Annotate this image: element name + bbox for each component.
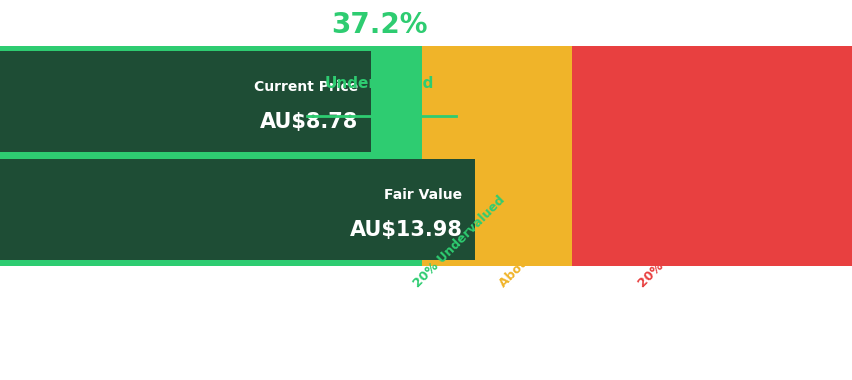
Text: Undervalued: Undervalued: [325, 76, 434, 91]
Text: 20% Overvalued: 20% Overvalued: [635, 200, 725, 290]
Text: 20% Undervalued: 20% Undervalued: [411, 194, 507, 290]
Text: About Right: About Right: [497, 222, 565, 290]
Text: Current Price: Current Price: [254, 80, 358, 94]
Text: 37.2%: 37.2%: [331, 11, 428, 40]
Bar: [0, 159, 475, 260]
Bar: [571, 46, 852, 266]
Bar: [422, 46, 571, 266]
Bar: [0, 51, 371, 152]
Text: AU$13.98: AU$13.98: [349, 220, 462, 240]
Bar: [0, 46, 422, 266]
Text: Fair Value: Fair Value: [383, 188, 462, 202]
Text: AU$8.78: AU$8.78: [260, 112, 358, 132]
